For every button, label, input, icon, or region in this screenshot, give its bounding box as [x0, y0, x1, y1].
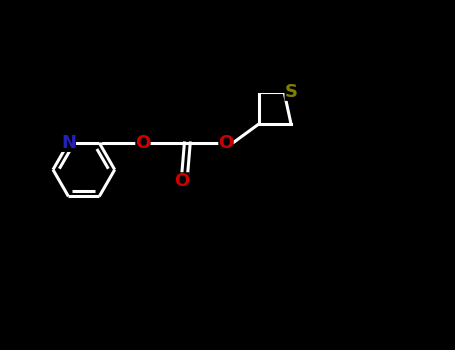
Text: O: O: [135, 134, 151, 152]
Text: O: O: [174, 172, 189, 190]
Text: S: S: [284, 83, 298, 101]
Text: N: N: [61, 134, 76, 152]
Text: O: O: [218, 134, 233, 152]
